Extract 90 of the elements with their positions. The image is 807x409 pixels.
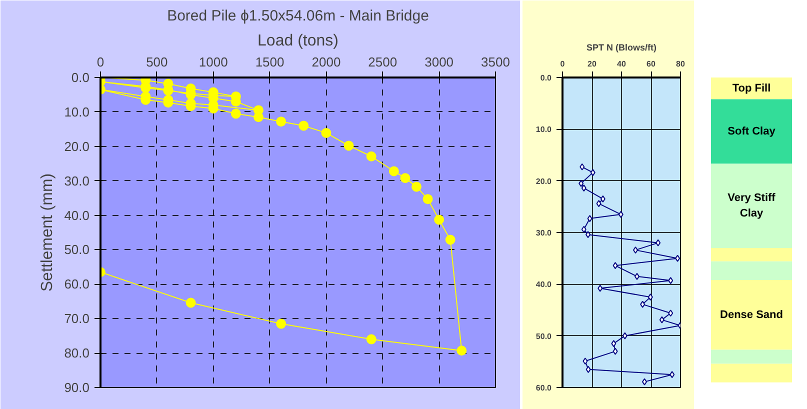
x-tick-label: 1500	[255, 54, 284, 70]
x-tick-label: 1000	[198, 54, 228, 70]
x-tick-label: 60	[646, 60, 656, 68]
point	[612, 348, 618, 355]
point	[276, 318, 286, 329]
x-tick-label: 3500	[481, 54, 510, 70]
y-tick-label: 60.0	[64, 276, 90, 292]
point	[596, 200, 602, 208]
point	[622, 332, 628, 340]
point	[587, 215, 592, 222]
point	[598, 284, 603, 292]
x-tick-label: 0	[560, 60, 566, 68]
point	[656, 239, 661, 246]
y-tick-label: 20.0	[536, 176, 552, 186]
series-label: Very Stiff Clay	[728, 192, 776, 220]
point	[321, 128, 332, 138]
point	[230, 108, 241, 119]
point	[186, 298, 196, 308]
x-tick-label: 80	[676, 60, 686, 68]
point	[659, 316, 664, 324]
x-tick-label: 2000	[312, 54, 341, 70]
point	[600, 195, 606, 202]
point	[366, 151, 376, 162]
point	[254, 112, 264, 122]
chart-title: SPT N (Blows/ft)	[586, 42, 656, 52]
point	[612, 262, 618, 270]
point	[618, 210, 624, 218]
point	[668, 310, 674, 317]
y-tick-label: 80.0	[64, 346, 90, 361]
x-tick-label: 0	[96, 54, 104, 70]
y-tick-label: 30.0	[64, 173, 90, 188]
y-tick-label: 10.0	[64, 104, 90, 120]
point	[640, 300, 646, 308]
point	[388, 166, 399, 176]
point	[668, 277, 674, 284]
bar	[711, 364, 792, 382]
point	[344, 140, 354, 151]
y-tick-label: 40.0	[64, 208, 90, 223]
y-tick-label: 10.0	[536, 125, 552, 134]
point	[581, 226, 586, 233]
x-tick-label: 500	[146, 54, 168, 70]
point	[590, 169, 596, 176]
x-tick-label: 40	[617, 60, 626, 68]
y-tick-label: 0.0	[71, 70, 90, 85]
point	[422, 194, 433, 204]
x-tick-label: 20	[588, 60, 597, 68]
point	[456, 346, 467, 356]
point	[578, 180, 584, 187]
point	[670, 371, 675, 378]
point	[611, 340, 616, 348]
point	[642, 378, 648, 386]
y-tick-label: 50.0	[64, 242, 90, 258]
bar	[711, 261, 792, 280]
y-tick-label: 60.0	[536, 384, 552, 392]
bar	[711, 280, 792, 350]
point	[648, 294, 653, 301]
bar	[711, 248, 792, 262]
bar	[711, 350, 792, 364]
point	[434, 214, 444, 225]
series-label: Dense Sand	[720, 308, 783, 321]
point	[633, 246, 638, 254]
series-label: Soft Clay	[728, 125, 776, 138]
y-tick-label: 0.0	[540, 74, 552, 82]
y-axis-title: Settlement (mm)	[39, 173, 56, 292]
y-tick-label: 40.0	[536, 280, 552, 290]
point	[675, 254, 680, 262]
y-tick-label: 20.0	[64, 138, 90, 154]
y-tick-label: 50.0	[536, 332, 552, 341]
y-tick-label: 30.0	[536, 228, 552, 238]
x-tick-label: 3000	[424, 54, 454, 70]
x-tick-label: 2500	[368, 54, 398, 70]
point	[581, 184, 586, 192]
y-tick-label: 70.0	[64, 311, 90, 326]
point	[634, 272, 640, 280]
point	[582, 358, 588, 365]
point	[366, 334, 376, 344]
point	[276, 116, 286, 127]
point	[586, 366, 591, 373]
x-axis-title: Load (tons)	[258, 32, 338, 50]
point	[298, 120, 309, 131]
chart-title: Bored Pile ϕ1.50x54.06m - Main Bridge	[167, 8, 429, 24]
point	[412, 182, 422, 192]
point	[580, 163, 585, 170]
y-tick-label: 90.0	[64, 380, 90, 395]
series-label: Top Fill	[732, 82, 771, 94]
point	[445, 234, 456, 245]
point	[586, 231, 591, 238]
bar	[711, 99, 792, 164]
point	[400, 173, 410, 184]
bar	[711, 164, 792, 248]
